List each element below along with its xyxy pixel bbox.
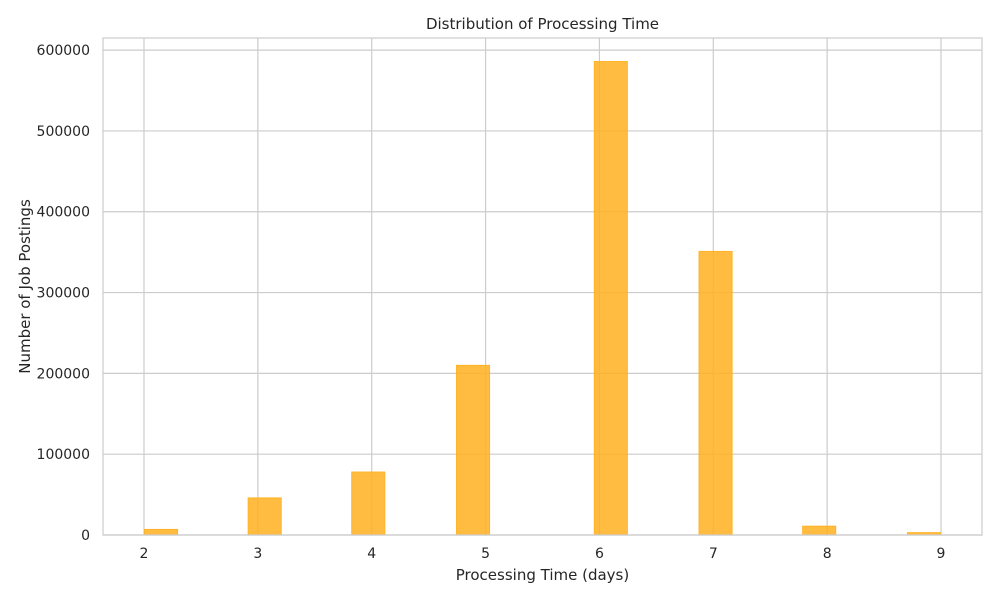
x-axis-title: Processing Time (days) (456, 566, 629, 584)
x-tick-label: 5 (481, 546, 490, 562)
x-tick-label: 3 (253, 546, 262, 562)
y-tick-label: 400000 (37, 205, 90, 221)
y-tick-label: 100000 (37, 447, 90, 463)
x-tick-label: 8 (823, 546, 832, 562)
x-tick-labels: 2 3 4 5 6 7 8 9 (140, 546, 946, 562)
histogram-bar (593, 61, 628, 536)
bars (144, 61, 941, 536)
grid (103, 38, 982, 536)
x-tick-label: 9 (937, 546, 946, 562)
y-axis-title: Number of Job Postings (16, 199, 34, 374)
y-tick-label: 600000 (37, 43, 90, 59)
histogram-bar (456, 364, 491, 536)
y-tick-label: 0 (81, 528, 90, 544)
histogram-bar (247, 497, 282, 536)
y-tick-label: 200000 (37, 366, 90, 382)
y-tick-labels: 0 100000 200000 300000 400000 500000 600000 (37, 43, 90, 544)
histogram-bar (351, 471, 386, 536)
y-tick-label: 500000 (37, 124, 90, 140)
chart-title: Distribution of Processing Time (426, 15, 659, 33)
x-tick-label: 6 (595, 546, 604, 562)
plot-frame (102, 37, 983, 536)
histogram-bar (144, 528, 179, 536)
x-tick-label: 7 (709, 546, 718, 562)
x-tick-label: 4 (367, 546, 376, 562)
histogram-bar (802, 525, 837, 536)
histogram-bar (698, 250, 733, 536)
x-tick-label: 2 (140, 546, 149, 562)
y-tick-label: 300000 (37, 286, 90, 302)
